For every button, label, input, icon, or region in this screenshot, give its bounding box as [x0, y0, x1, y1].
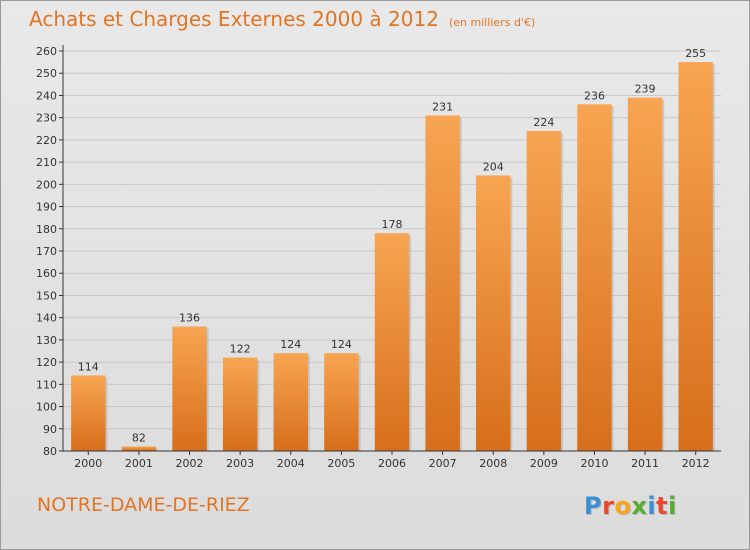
bar	[627, 97, 663, 452]
y-tick-label: 150	[36, 289, 57, 302]
bar	[273, 353, 308, 451]
labels: 80 90 100 110 120 130 140 150 160 170 180 190 200 210…	[36, 45, 710, 470]
x-tick-label: 2011	[631, 457, 659, 470]
data-label: 124	[280, 338, 301, 351]
x-tick-label: 2010	[580, 457, 608, 470]
bar	[476, 175, 511, 451]
bar	[222, 357, 258, 451]
y-tick-label: 230	[36, 112, 57, 125]
y-tick-label: 100	[36, 401, 57, 414]
data-label: 178	[382, 218, 403, 231]
data-label: 224	[533, 116, 554, 129]
y-tick-label: 210	[36, 156, 57, 169]
data-label: 82	[132, 432, 146, 445]
x-tick-label: 2007	[429, 457, 457, 470]
x-tick-label: 2001	[125, 457, 153, 470]
y-tick-label: 80	[43, 445, 57, 458]
y-tick-label: 110	[36, 378, 57, 391]
data-label: 204	[483, 160, 504, 173]
brand-letter: x	[631, 492, 648, 520]
y-tick-label: 160	[36, 267, 57, 280]
brand-letter: i	[668, 492, 677, 520]
y-tick-label: 120	[36, 356, 57, 369]
brand-letter: i	[647, 492, 657, 520]
axes	[59, 45, 721, 455]
data-label: 136	[179, 312, 200, 325]
y-tick-label: 200	[36, 178, 57, 191]
bar	[172, 326, 207, 451]
brand-letter: P	[584, 492, 603, 520]
x-tick-label: 2004	[277, 457, 305, 470]
brand-logo: Proxiti	[584, 492, 677, 520]
bar	[121, 446, 157, 451]
x-tick-label: 2002	[176, 457, 204, 470]
y-tick-label: 220	[36, 134, 57, 147]
data-label: 231	[432, 100, 453, 113]
bars	[71, 62, 715, 452]
chart-title: Achats et Charges Externes 2000 à 2012 (e…	[29, 7, 535, 31]
y-tick-label: 170	[36, 245, 57, 258]
location-label: NOTRE-DAME-DE-RIEZ	[37, 494, 250, 516]
data-label: 122	[230, 343, 251, 356]
chart-subtitle: (en milliers d'€)	[448, 16, 536, 29]
bar	[526, 131, 562, 451]
y-tick-label: 260	[36, 45, 57, 58]
bar	[324, 353, 359, 451]
brand-letter: o	[614, 492, 632, 520]
x-tick-label: 2009	[530, 457, 558, 470]
x-tick-label: 2008	[479, 457, 507, 470]
data-label: 236	[584, 89, 605, 102]
y-tick-label: 140	[36, 312, 57, 325]
bar	[678, 62, 713, 451]
data-label: 255	[685, 47, 706, 60]
bar	[71, 375, 106, 451]
x-tick-label: 2003	[226, 457, 254, 470]
y-tick-label: 180	[36, 223, 57, 236]
y-tick-label: 240	[36, 89, 57, 102]
data-label: 124	[331, 338, 352, 351]
y-tick-label: 130	[36, 334, 57, 347]
data-label: 114	[78, 360, 99, 373]
y-tick-label: 190	[36, 201, 57, 214]
bar	[425, 115, 460, 451]
bar	[577, 104, 612, 451]
x-tick-label: 2000	[74, 457, 102, 470]
chart-title-text: Achats et Charges Externes 2000 à 2012	[29, 7, 439, 31]
brand-letter: r	[602, 492, 615, 520]
x-tick-label: 2006	[378, 457, 406, 470]
y-tick-label: 90	[43, 423, 57, 436]
x-tick-label: 2005	[327, 457, 355, 470]
bar	[374, 233, 410, 451]
x-tick-label: 2012	[682, 457, 710, 470]
data-label: 239	[635, 83, 656, 96]
brand-letter: t	[656, 492, 669, 520]
y-tick-label: 250	[36, 67, 57, 80]
